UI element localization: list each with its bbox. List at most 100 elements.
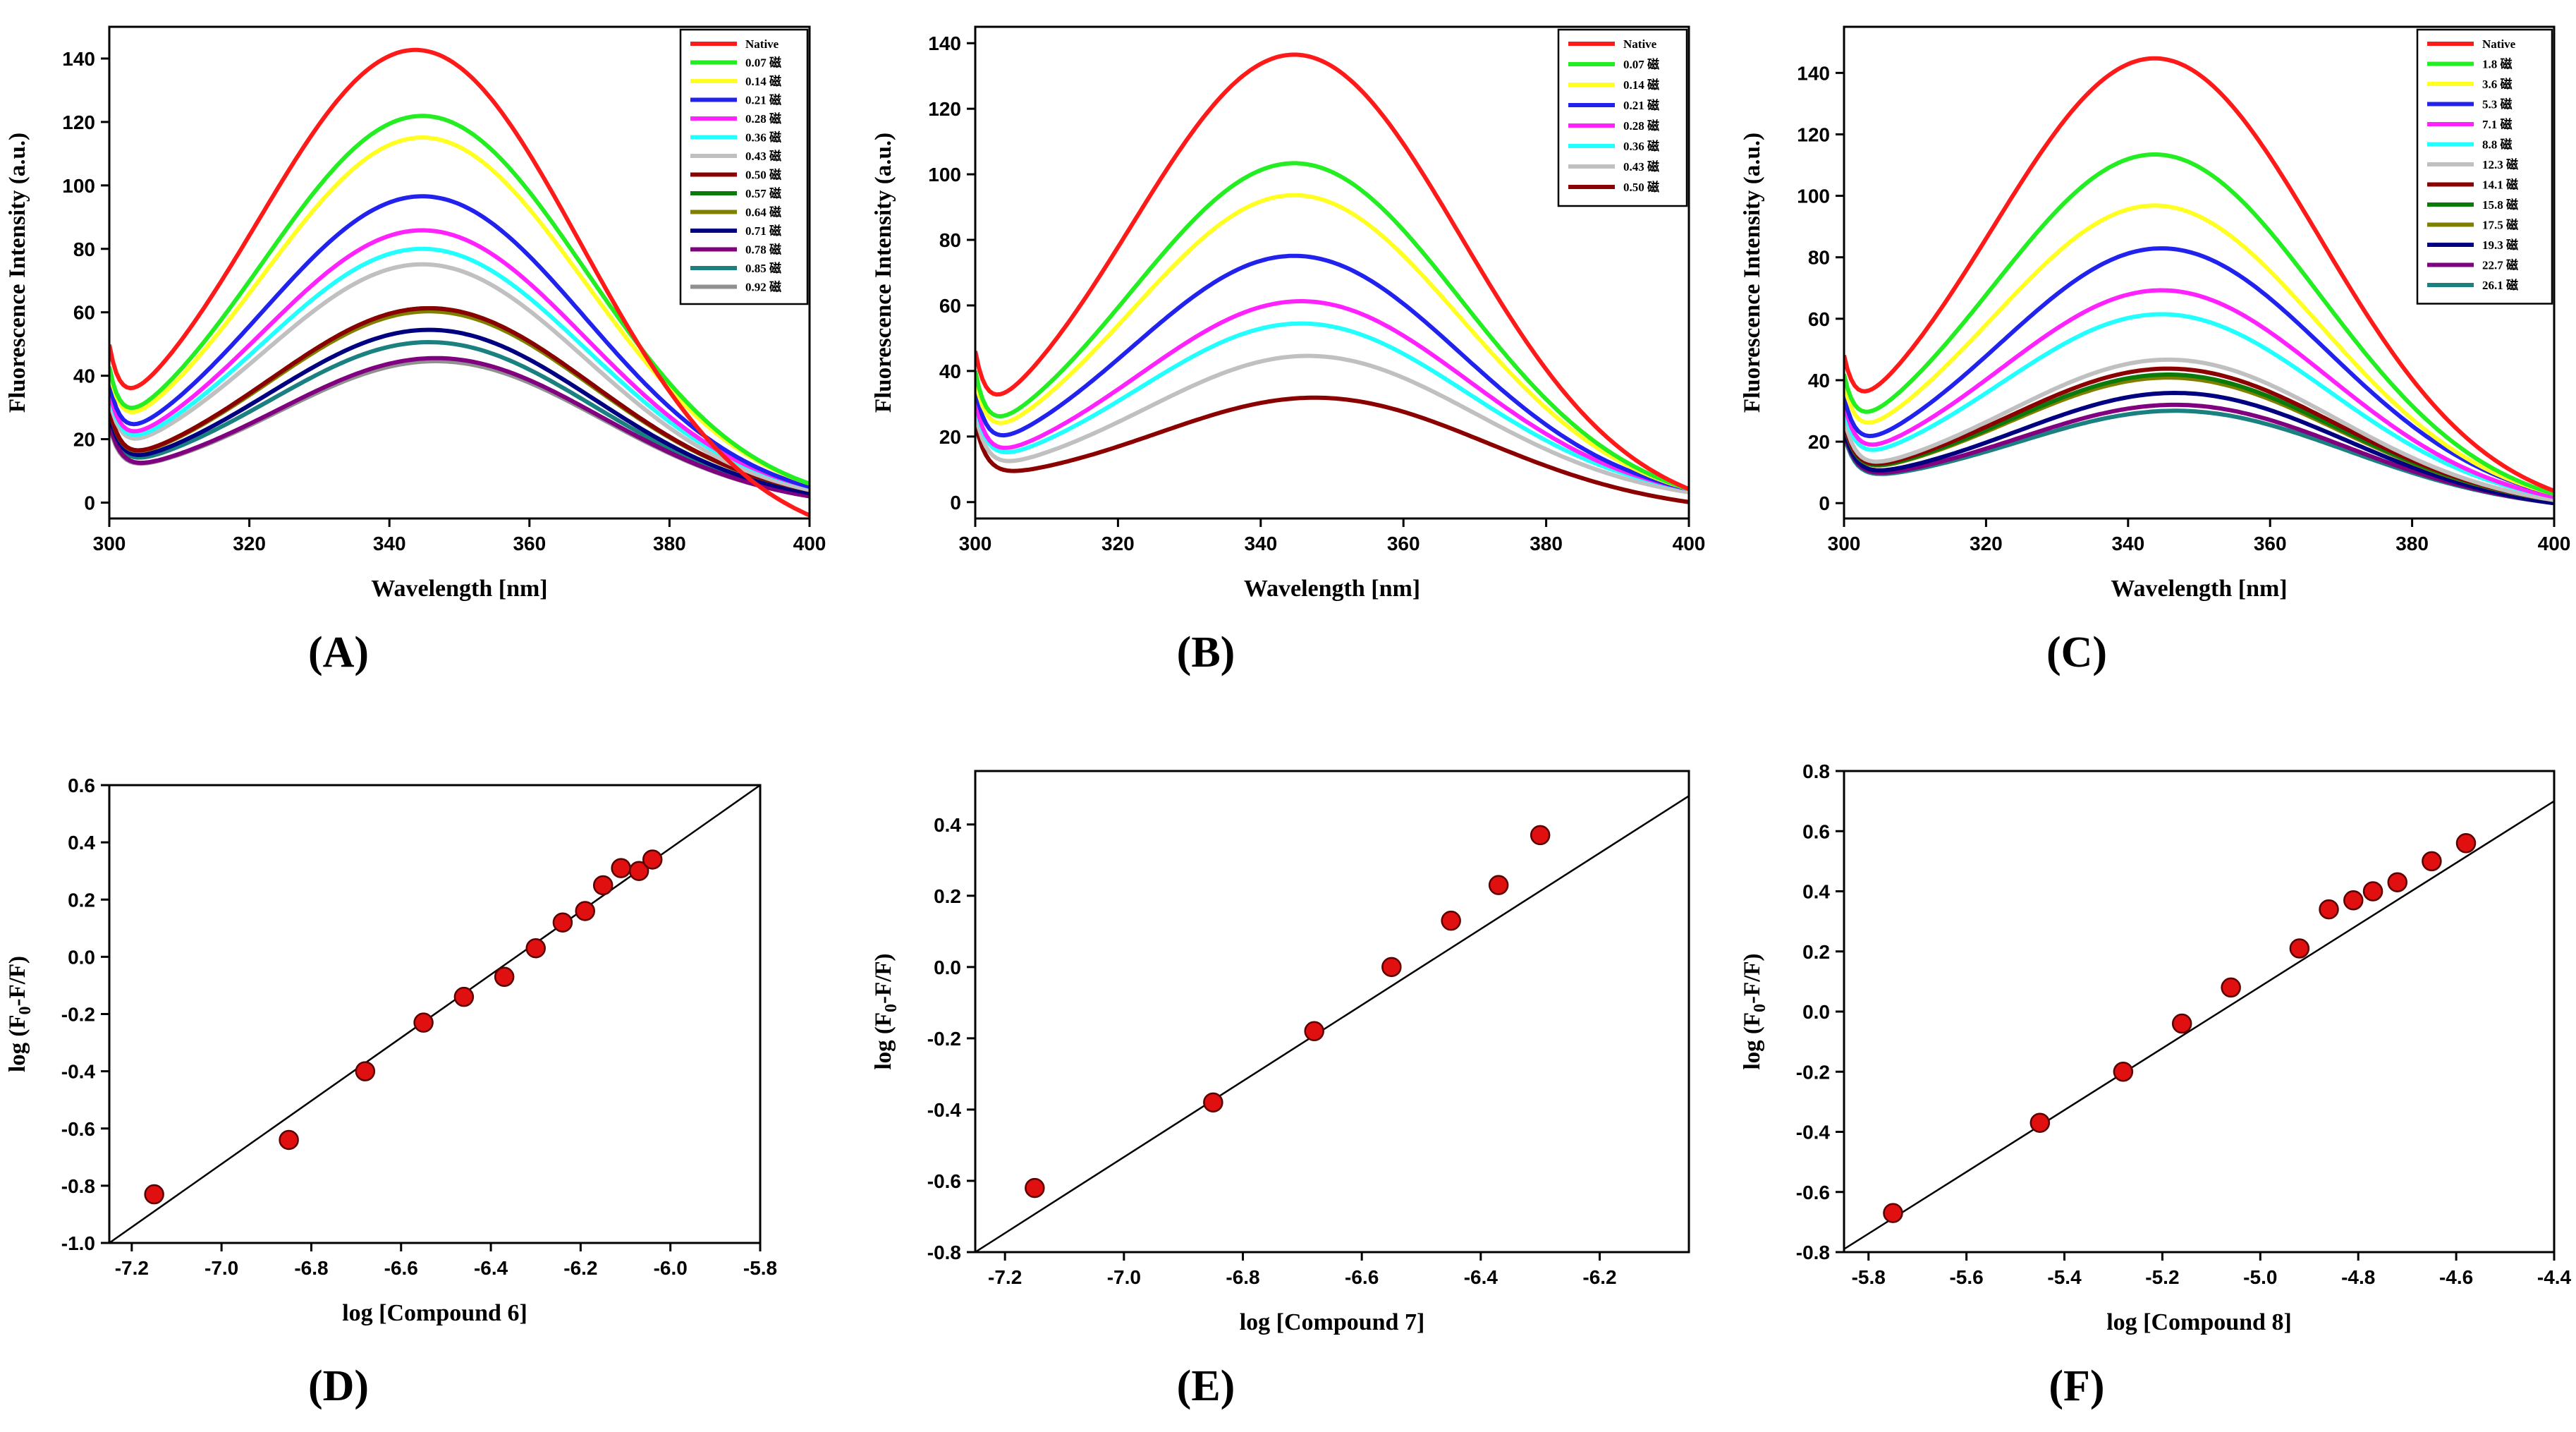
- legend-label: 0.92 磁: [745, 280, 781, 294]
- y-tick-label: 80: [1808, 247, 1830, 269]
- y-tick-label: -0.2: [1796, 1061, 1830, 1083]
- series-line-0-43: [975, 353, 1689, 494]
- y-tick-label: 40: [73, 365, 95, 387]
- x-tick-label: -6.4: [474, 1257, 508, 1279]
- x-tick-label: 340: [1244, 533, 1277, 554]
- legend-label: 0.43 磁: [745, 149, 781, 163]
- fit-line: [975, 795, 1689, 1252]
- y-tick-label: -0.8: [1796, 1242, 1830, 1263]
- legend-label: 15.8 磁: [2482, 198, 2518, 212]
- x-tick-label: -7.0: [1107, 1266, 1141, 1288]
- legend-label: 0.07 磁: [1623, 57, 1659, 71]
- y-tick-label: 0.2: [934, 885, 961, 907]
- legend-label: 0.28 磁: [1623, 119, 1659, 133]
- legend-label: Native: [2482, 37, 2516, 51]
- data-point: [1203, 1092, 1223, 1113]
- y-tick-label: 60: [939, 295, 961, 317]
- data-point: [1441, 910, 1461, 931]
- x-tick-label: 340: [2111, 533, 2144, 554]
- series-line-5-3: [1844, 246, 2554, 497]
- series-line-0-07: [975, 161, 1689, 492]
- data-point: [355, 1061, 376, 1081]
- y-tick-label: -0.2: [61, 1004, 95, 1026]
- panel-c: 300 320 340 360 380 400 0 20 40 60 80 100 120 140 Wave…: [1740, 25, 2570, 676]
- y-tick-label: 100: [928, 164, 961, 186]
- y-tick-label: 0.6: [1802, 820, 1830, 842]
- y-tick-label: 80: [73, 238, 95, 260]
- panel-f: -5.8 -5.6 -5.4 -5.2 -5.0 -4.8 -4.6 -4.4 -0.8 -0.6…: [1740, 760, 2572, 1410]
- y-axis-title: Fluorescence Intensity (a.u.): [5, 133, 30, 413]
- legend-label: Native: [1623, 37, 1657, 51]
- y-tick-label: 0.0: [934, 957, 961, 978]
- y-tick-label: -0.2: [927, 1028, 961, 1050]
- panel-label: (A): [308, 629, 369, 676]
- series-line-0-36: [109, 246, 810, 489]
- y-tick-label: -0.4: [1796, 1122, 1831, 1143]
- data-point: [1381, 957, 1402, 978]
- series-line-0-21: [109, 194, 810, 489]
- y-tick-label: -0.6: [61, 1118, 95, 1140]
- panel-label: (D): [308, 1362, 369, 1410]
- plot-frame: [974, 25, 1690, 520]
- panel-label: (C): [2046, 629, 2107, 676]
- y-tick-label: 60: [1808, 308, 1830, 330]
- legend-label: 22.7 磁: [2482, 258, 2518, 272]
- y-tick-label: -0.6: [927, 1170, 961, 1192]
- legend-label: 0.36 磁: [1623, 139, 1659, 153]
- legend-box: [2416, 28, 2553, 305]
- legend-label: Native: [745, 37, 779, 51]
- series-line-22-7: [1844, 402, 2554, 506]
- x-tick-label: 300: [959, 533, 992, 554]
- series-line-0-14: [975, 193, 1689, 492]
- legend-label: 0.28 磁: [745, 111, 781, 126]
- y-tick-label: 0.0: [1802, 1001, 1830, 1023]
- y-tick-label: -1.0: [61, 1232, 95, 1254]
- y-axis-title: log (F0-F/F): [5, 956, 35, 1072]
- y-tick-label: 0.6: [68, 775, 95, 796]
- data-point: [2319, 899, 2339, 920]
- data-point: [2455, 833, 2477, 854]
- data-point: [2113, 1062, 2134, 1082]
- legend-label: 0.21 磁: [745, 93, 781, 107]
- x-tick-label: -6.6: [1345, 1266, 1379, 1288]
- y-tick-label: 20: [939, 426, 961, 448]
- legend: Native 0.07 磁 0.14 磁 0.21 磁 0.28 磁 0.36 磁 0.43…: [1557, 28, 1688, 207]
- x-axis-title: Wavelength [nm]: [371, 576, 547, 602]
- legend-label: 0.85 磁: [745, 261, 781, 275]
- series-line-1-8: [1844, 152, 2554, 496]
- legend-label: 19.3 磁: [2482, 238, 2518, 252]
- data-point: [1025, 1177, 1045, 1199]
- data-point: [1883, 1203, 1903, 1223]
- series-line-0-50: [975, 395, 1689, 504]
- x-tick-label: -6.8: [1226, 1266, 1259, 1288]
- x-tick-label: -5.8: [743, 1257, 777, 1279]
- legend-label: 8.8 磁: [2482, 138, 2513, 152]
- data-point: [1488, 875, 1509, 895]
- x-tick-label: -5.8: [1852, 1266, 1886, 1288]
- legend-label: 0.50 磁: [1623, 180, 1659, 194]
- legend-label: 3.6 磁: [2482, 77, 2513, 91]
- y-tick-label: 0.4: [1802, 881, 1830, 903]
- legend-box: [1557, 28, 1688, 207]
- series-line-0-36: [975, 321, 1689, 492]
- x-tick-label: -5.6: [1949, 1266, 1983, 1288]
- plot-frame: [974, 770, 1690, 1254]
- series-line-8-8: [1844, 312, 2554, 499]
- data-point: [2422, 851, 2442, 872]
- plot-area: [109, 47, 810, 518]
- plot-area: [1844, 800, 2554, 1250]
- series-line-native: [975, 52, 1689, 491]
- series-line-0-21: [975, 253, 1689, 492]
- series-line-3-6: [1844, 203, 2554, 497]
- x-axis-title: Wavelength [nm]: [1244, 576, 1420, 602]
- y-tick-label: 140: [1797, 62, 1830, 84]
- y-tick-label: 0.0: [68, 946, 95, 968]
- y-axis-title: Fluorescence Intensity (a.u.): [871, 133, 896, 413]
- x-tick-label: 340: [373, 533, 406, 554]
- plot-area: [109, 785, 760, 1243]
- y-tick-label: 0.4: [68, 832, 95, 854]
- plot-frame: [1843, 25, 2556, 520]
- y-tick-label: 20: [1808, 431, 1830, 453]
- fit-line: [109, 785, 760, 1243]
